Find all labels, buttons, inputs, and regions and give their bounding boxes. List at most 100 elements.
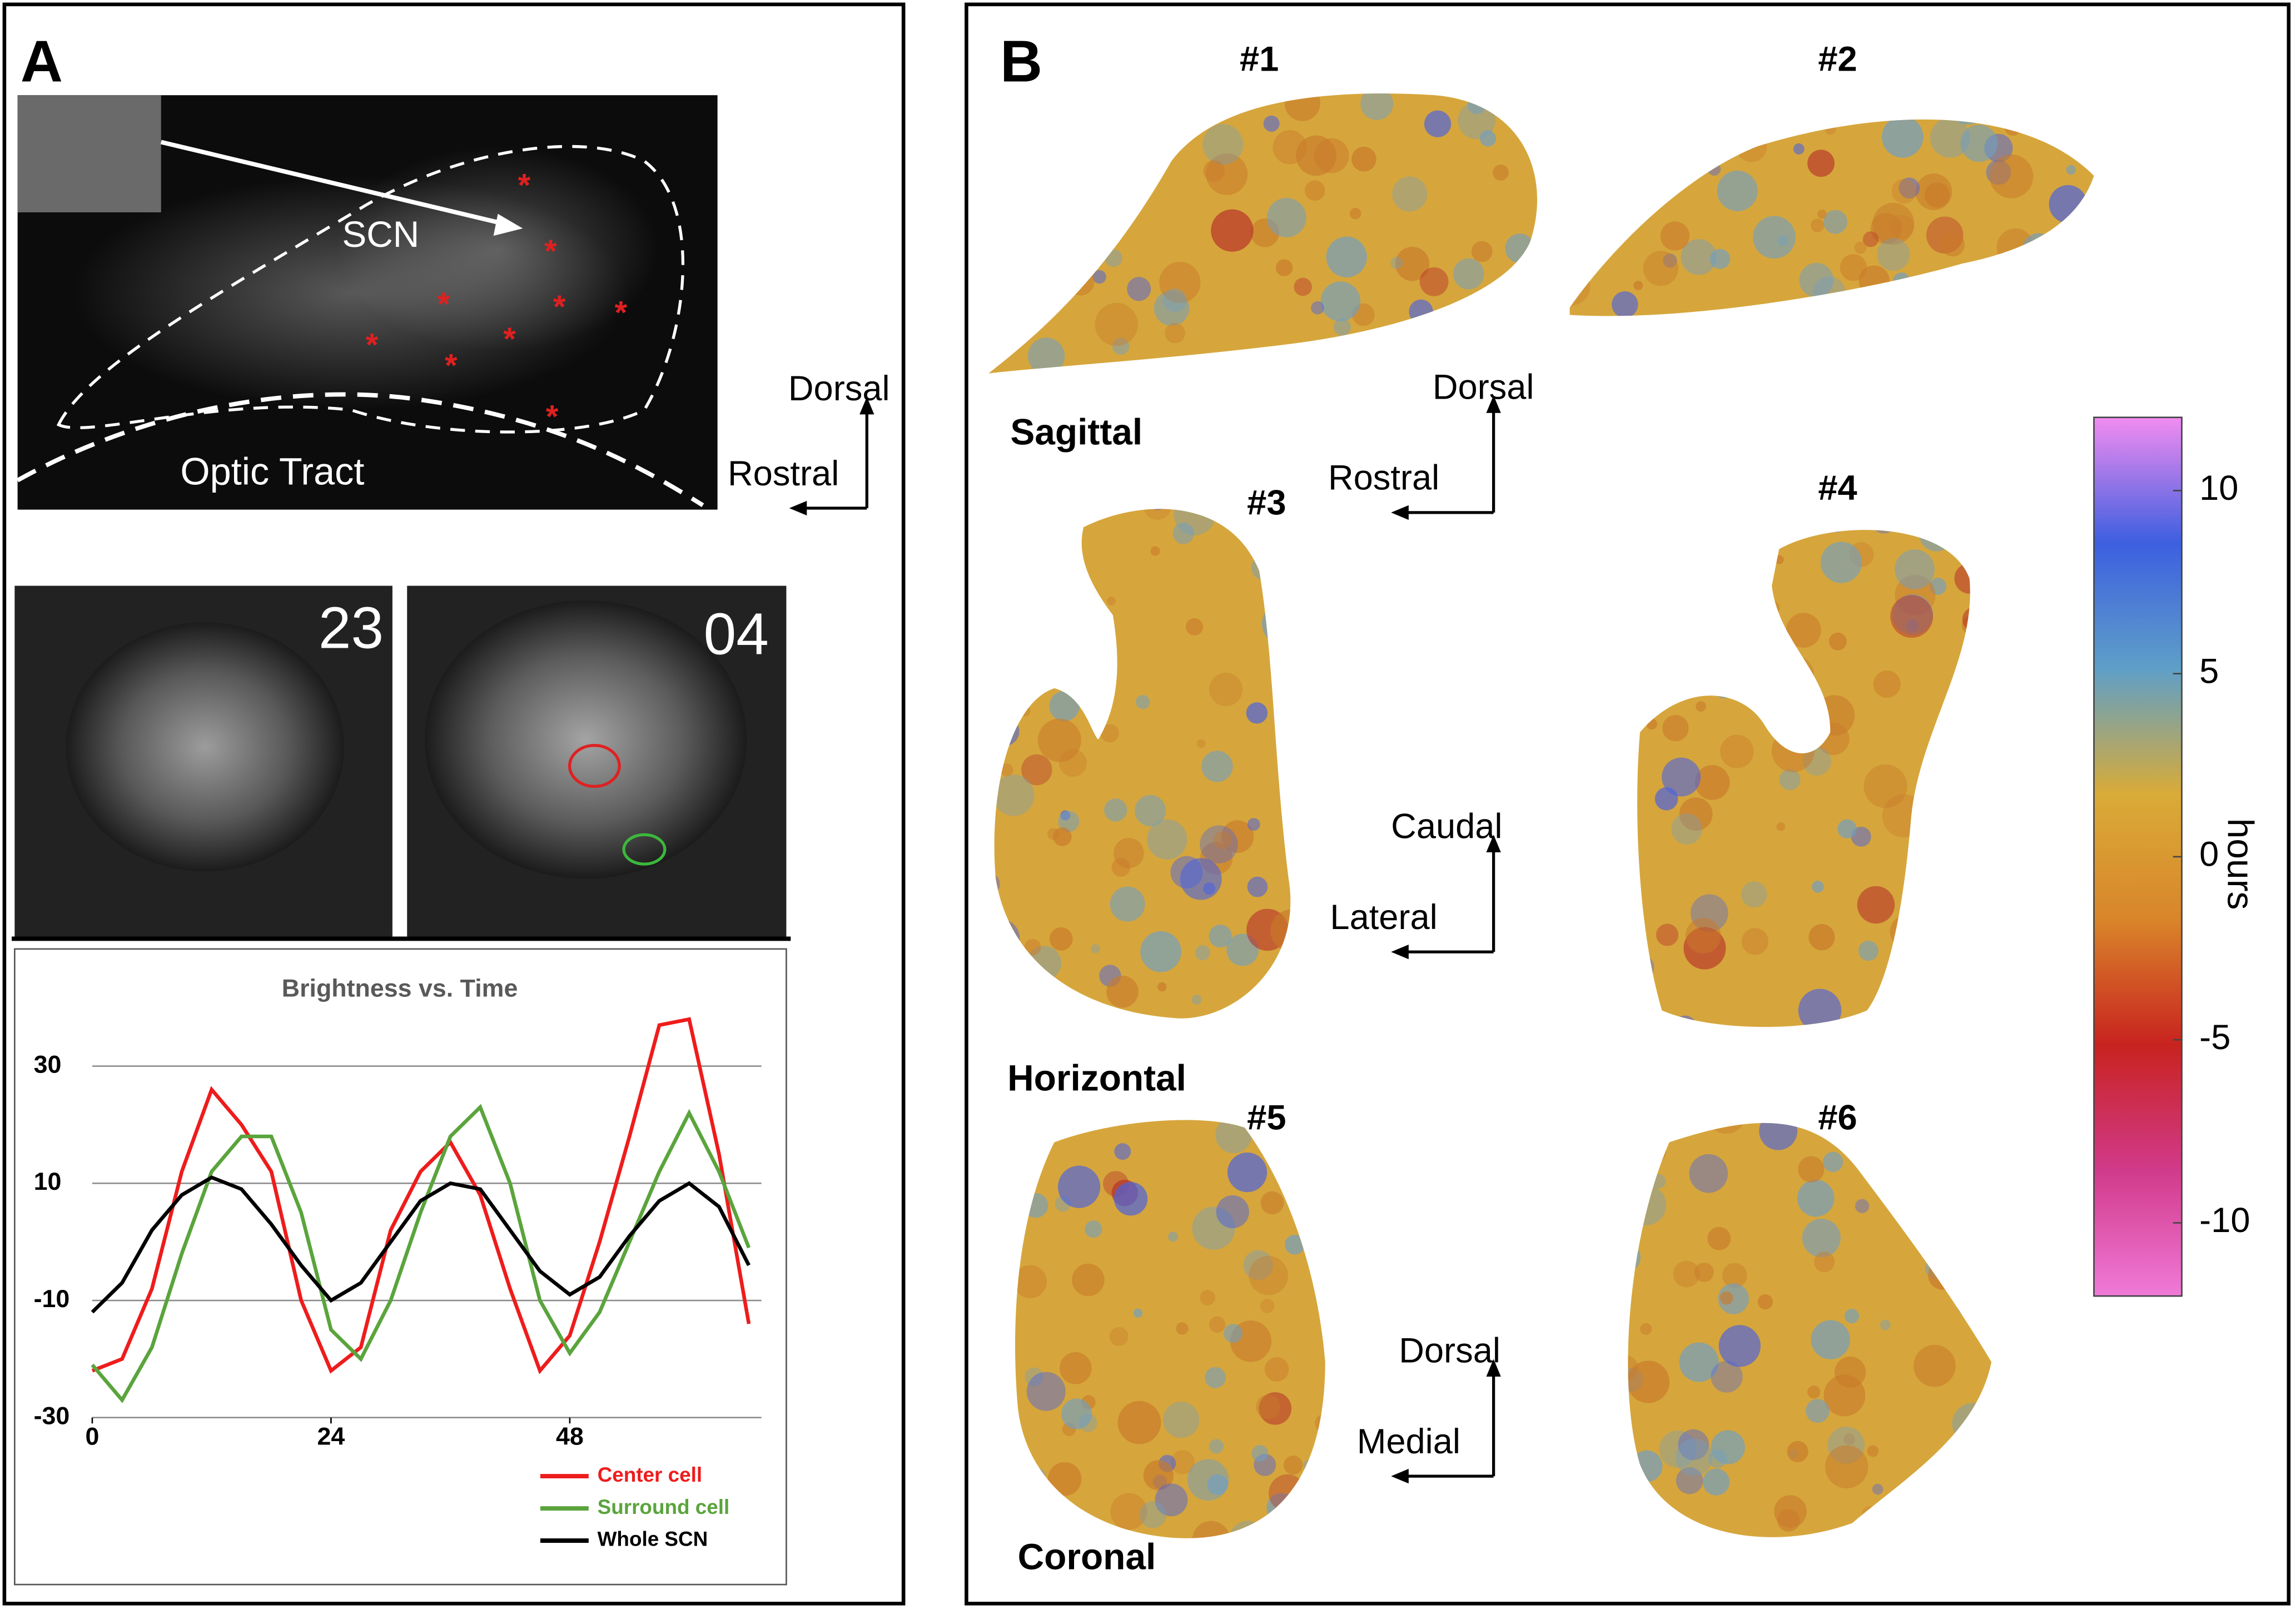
heatmap-blob xyxy=(1247,818,1260,831)
orientation-label: Dorsal xyxy=(1399,1332,1500,1370)
plane-label: Horizontal xyxy=(1007,1057,1186,1098)
heatmap-blob xyxy=(1106,596,1116,606)
heatmap-blob xyxy=(1934,933,1970,973)
asterisks: * * * * * * * * * xyxy=(366,167,628,434)
heatmap-blob xyxy=(1777,1509,1800,1532)
heatmap-blob xyxy=(1812,276,1846,310)
heatmap-blob xyxy=(1133,1308,1143,1318)
heatmap-blob xyxy=(1678,1429,1709,1461)
asterisk: * xyxy=(546,399,559,435)
heatmap-blob xyxy=(1114,1143,1131,1160)
heatmap-blob xyxy=(1025,1367,1043,1386)
heatmap-blob xyxy=(1924,182,1950,208)
heatmap-blob xyxy=(1671,813,1703,845)
asterisk: * xyxy=(438,286,450,322)
heatmap-blob xyxy=(1360,93,1394,120)
map-label: #3 xyxy=(1247,483,1286,522)
heatmap-blob xyxy=(1002,647,1025,669)
heatmap-blob xyxy=(1095,302,1138,346)
heatmap-blob xyxy=(1058,811,1080,832)
heatmap-blob xyxy=(1718,1283,1750,1314)
heatmap-blob xyxy=(1264,1357,1289,1382)
heatmap-blob xyxy=(1049,927,1073,951)
heatmap-blob xyxy=(1453,258,1484,290)
heatmap-blob xyxy=(1663,253,1677,268)
heatmap-blob xyxy=(1155,1483,1188,1517)
heatmap-blob xyxy=(1202,124,1244,165)
heatmaps xyxy=(988,93,2094,1538)
heatmap-blob xyxy=(1844,1308,1860,1324)
heatmap-blob xyxy=(1779,769,1801,791)
x-tick-label: 24 xyxy=(317,1422,345,1450)
map-label: #5 xyxy=(1247,1099,1286,1138)
heatmap-blob xyxy=(1867,1445,1879,1457)
asterisk: * xyxy=(445,347,458,383)
heatmap-blob xyxy=(1106,975,1139,1008)
heatmap-blob xyxy=(1333,318,1351,336)
heatmap-blob xyxy=(1694,1262,1714,1282)
heatmap-blob xyxy=(1027,337,1065,374)
heatmap-blob xyxy=(1631,1450,1663,1482)
heatmap-blob xyxy=(1931,832,1970,871)
heatmap-blob xyxy=(1070,106,1101,138)
heatmap-blob xyxy=(1195,945,1211,961)
heatmap-blob xyxy=(1870,530,1898,534)
heatmap-blob xyxy=(1952,1403,1992,1444)
heatmap-blob xyxy=(1299,1206,1324,1231)
heatmap-blob xyxy=(1404,352,1431,374)
heatmap-blob xyxy=(1281,1140,1303,1160)
heatmap-blob xyxy=(1786,613,1821,648)
heatmap-blob xyxy=(1855,1199,1870,1214)
heatmap-blob xyxy=(1261,602,1291,645)
heatmap-blob xyxy=(1662,1526,1684,1537)
heatmap-blob xyxy=(1917,862,1927,872)
heatmap-blob xyxy=(1980,98,1993,111)
y-tick-label: -10 xyxy=(34,1285,70,1313)
heatmap-blob xyxy=(1032,1120,1061,1143)
heatmap-blob xyxy=(1205,1367,1226,1388)
heatmap-blob xyxy=(1914,1344,1956,1387)
heatmap-blob xyxy=(1718,1325,1761,1367)
heatmap-blob xyxy=(1891,178,1917,204)
heatmap-blob xyxy=(1970,1491,1992,1516)
heatmap-blob xyxy=(1897,1140,1911,1154)
orientation-label: Rostral xyxy=(1328,459,1439,498)
heatmap-blob xyxy=(1771,729,1815,772)
legend-label: Surround cell xyxy=(598,1496,730,1518)
panel-a-frame xyxy=(2,2,906,1606)
heatmap-texture xyxy=(1015,1120,1325,1538)
heatmap-blob xyxy=(1059,1352,1092,1384)
heatmap-blob xyxy=(1811,1320,1851,1359)
heatmap-blob xyxy=(1284,1456,1303,1475)
orientation-label: Medial xyxy=(1357,1422,1460,1461)
heatmap-blob xyxy=(1940,232,1965,257)
heatmap-blob xyxy=(1787,1441,1808,1463)
heatmap-blob xyxy=(1068,1509,1090,1531)
heatmap-blob xyxy=(1880,1319,1891,1330)
panel-label: A xyxy=(21,29,63,94)
asterisk: * xyxy=(503,321,516,357)
heatmap-blob xyxy=(1109,1327,1129,1347)
heatmap-blob xyxy=(1685,917,1721,954)
heatmap-blob xyxy=(988,203,998,215)
heatmap-blob xyxy=(1227,1152,1268,1193)
heatmap-blob xyxy=(1998,119,2015,121)
heatmap-blob xyxy=(1134,794,1166,827)
heatmap-blob xyxy=(1828,632,1847,650)
heatmap-blob xyxy=(1157,982,1167,992)
heatmap-blob xyxy=(1717,170,1758,211)
heatmap-blob xyxy=(2066,165,2076,175)
heatmap-blob xyxy=(1167,1231,1179,1242)
heatmap-blob xyxy=(2022,233,2055,266)
heatmap-blob xyxy=(1424,110,1452,137)
heatmap-blob xyxy=(1143,509,1172,520)
panel-label: B xyxy=(1000,29,1042,94)
heatmap-blob xyxy=(1016,579,1033,597)
map-label: #1 xyxy=(1240,39,1279,78)
arrow xyxy=(160,140,506,226)
heatmap-blob xyxy=(1067,268,1095,296)
heatmap-blob xyxy=(1628,1242,1641,1272)
heatmap-blob xyxy=(1817,209,1827,219)
heatmap-blob xyxy=(1638,119,1664,127)
heatmap-blob xyxy=(1045,509,1060,523)
